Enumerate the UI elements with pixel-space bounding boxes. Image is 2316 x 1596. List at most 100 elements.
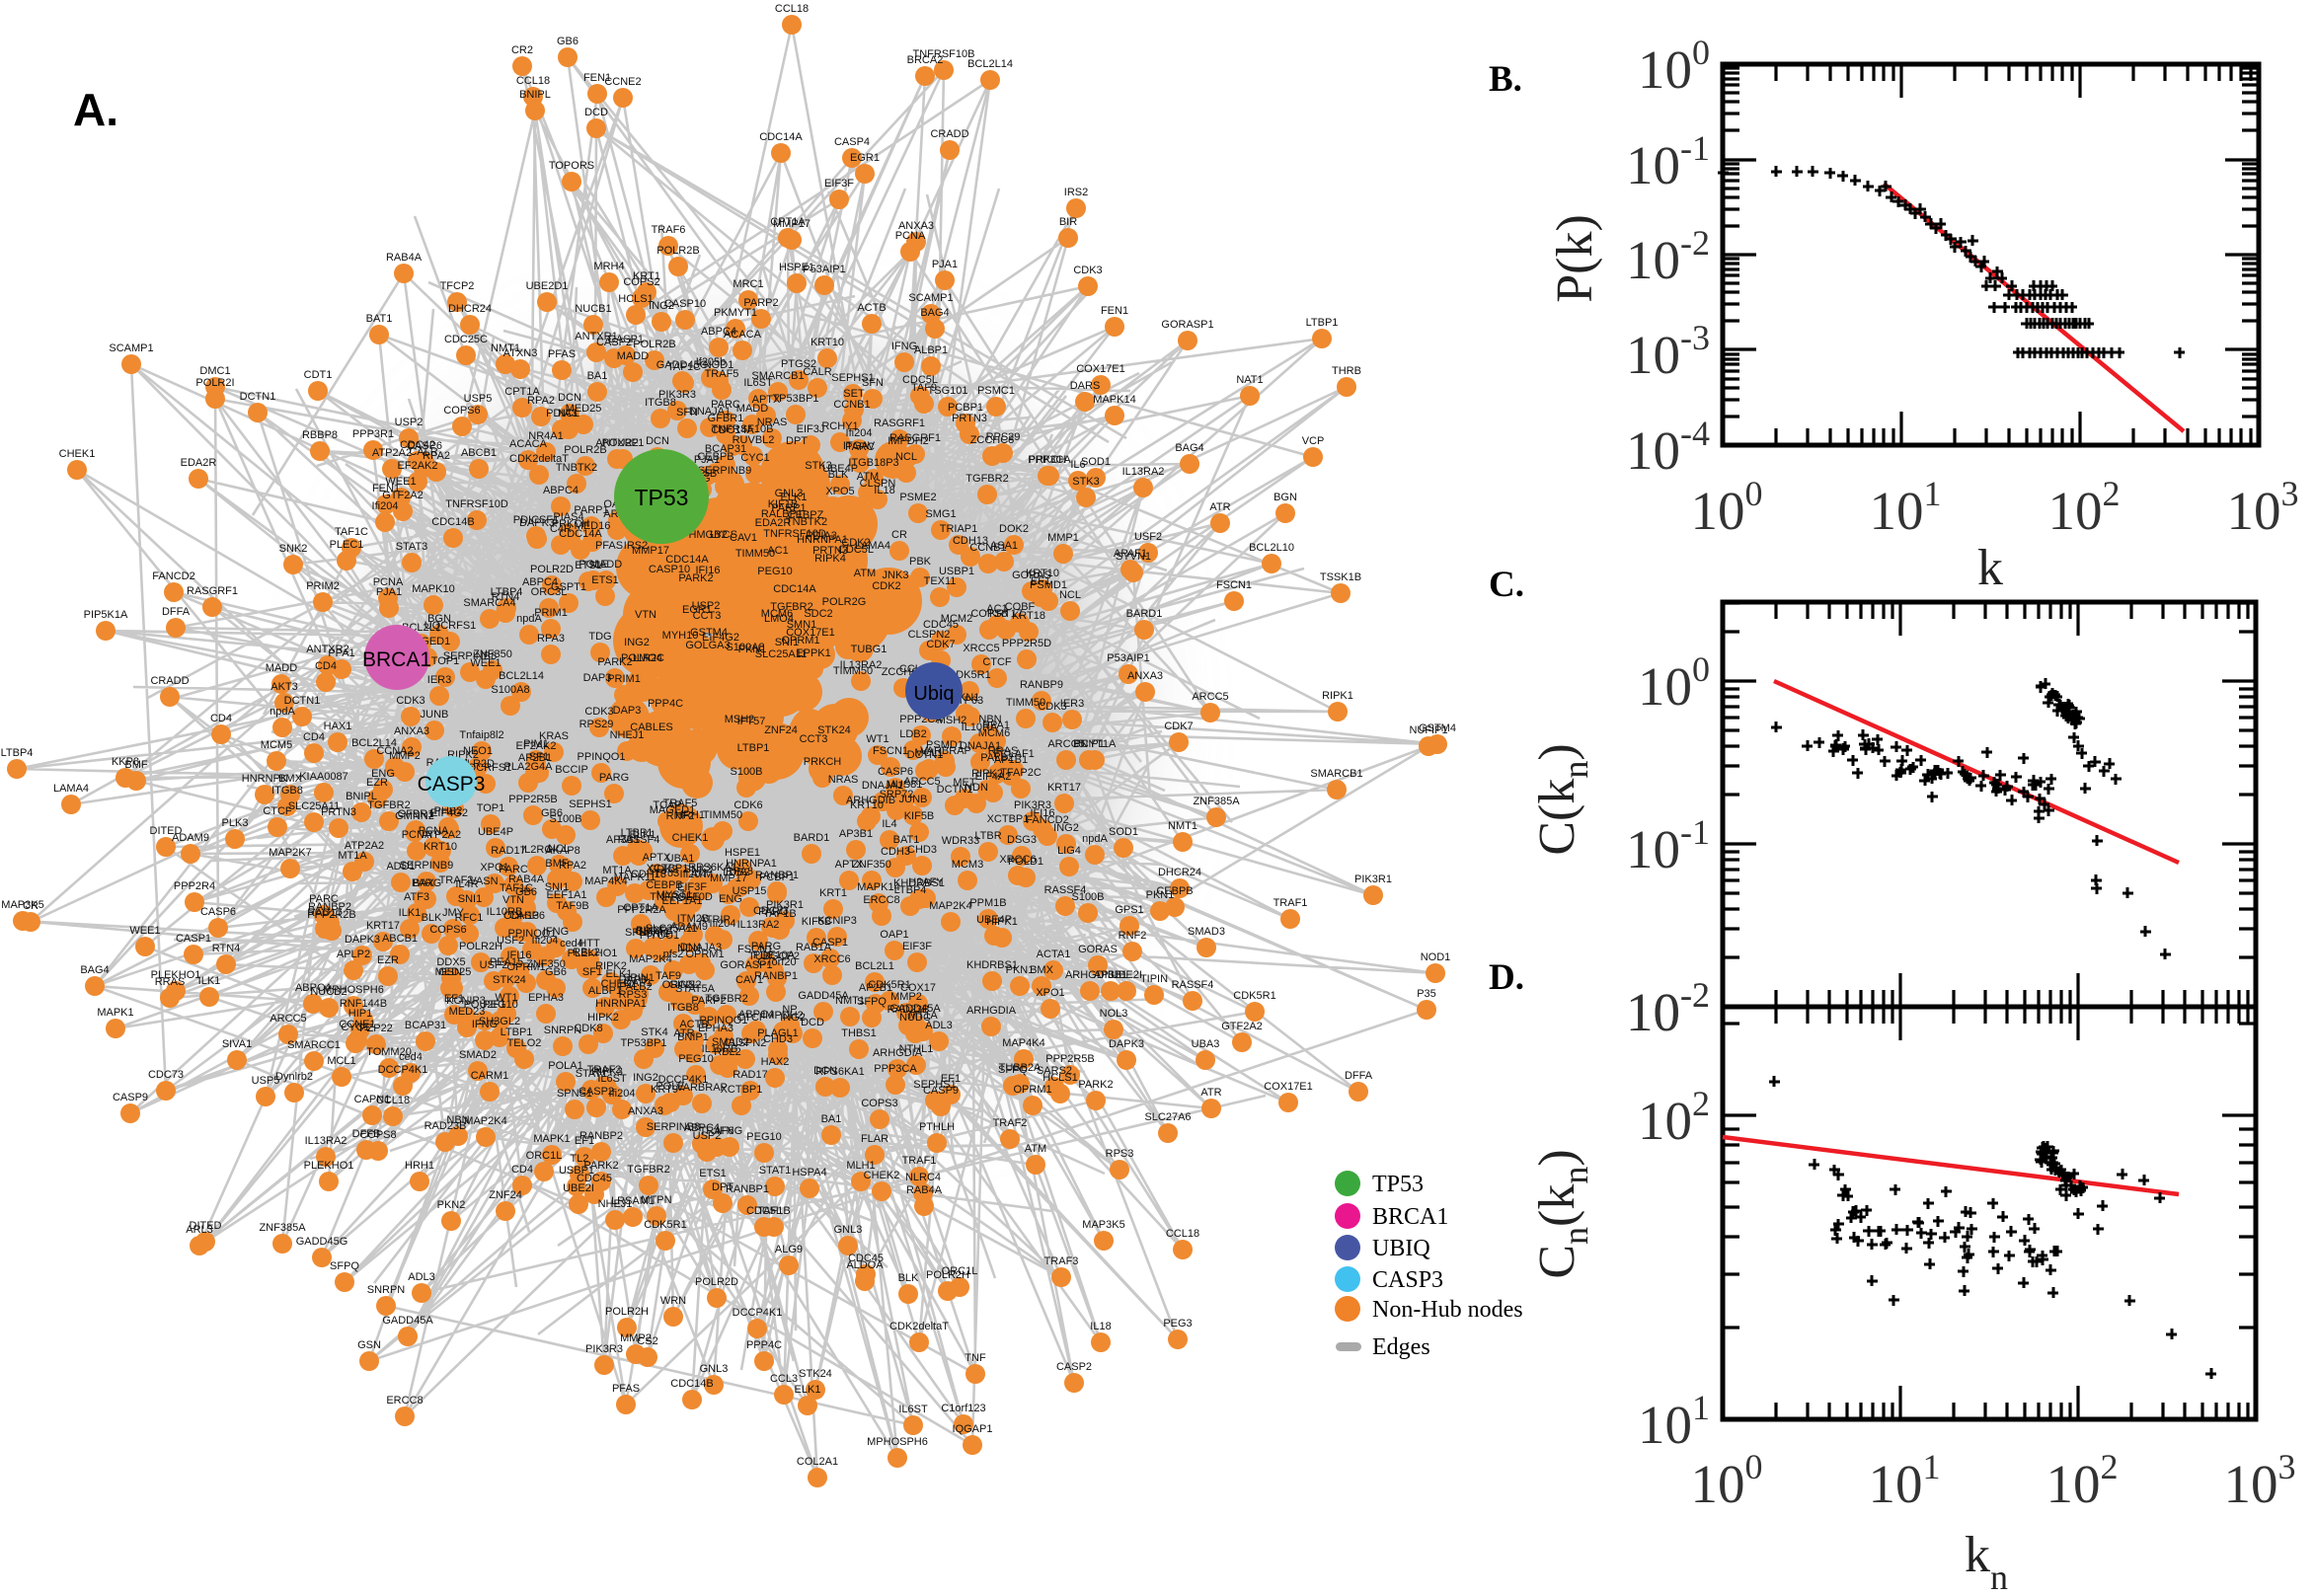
svg-text:SNK2: SNK2 [279, 543, 308, 555]
svg-text:npdA: npdA [516, 613, 542, 625]
svg-text:GSTM4: GSTM4 [1419, 722, 1456, 734]
svg-text:NAT1: NAT1 [1236, 374, 1263, 386]
svg-text:PCNA: PCNA [402, 829, 432, 841]
svg-text:STK24: STK24 [799, 1368, 832, 1380]
svg-text:IFNG: IFNG [891, 341, 917, 352]
svg-text:MAP2K4: MAP2K4 [929, 900, 971, 912]
svg-text:IFI16: IFI16 [695, 565, 720, 576]
svg-text:TRAF6: TRAF6 [700, 1125, 734, 1137]
svg-text:KHDRBS1: KHDRBS1 [966, 959, 1018, 971]
svg-text:COX17: COX17 [900, 982, 936, 994]
svg-text:MCM5: MCM5 [261, 739, 292, 751]
svg-text:GNL3: GNL3 [700, 1363, 729, 1375]
svg-text:LTBP4: LTBP4 [1, 747, 34, 759]
svg-text:SERPINB8: SERPINB8 [647, 1121, 700, 1133]
svg-text:ATP2A2: ATP2A2 [422, 829, 461, 841]
svg-text:Tnfaip8l2: Tnfaip8l2 [459, 729, 503, 741]
svg-text:SNI1: SNI1 [646, 928, 669, 940]
svg-text:MAP2K4: MAP2K4 [629, 953, 671, 965]
svg-text:ZNF350: ZNF350 [526, 958, 566, 970]
svg-text:ABPC4: ABPC4 [295, 982, 331, 994]
svg-text:MAP4K4: MAP4K4 [1002, 1037, 1044, 1049]
svg-text:DCTN1: DCTN1 [240, 391, 276, 403]
svg-text:CTCF: CTCF [736, 1012, 766, 1024]
svg-text:HCLS1: HCLS1 [1042, 1072, 1077, 1084]
svg-text:COPS8: COPS8 [359, 1129, 396, 1141]
svg-text:STK3: STK3 [1072, 476, 1100, 488]
svg-text:NMT1: NMT1 [491, 342, 520, 354]
svg-text:SARS2: SARS2 [1037, 1065, 1072, 1077]
svg-text:RNF2: RNF2 [666, 810, 695, 822]
svg-text:BRCA2: BRCA2 [907, 54, 944, 66]
svg-text:CHEK1: CHEK1 [672, 832, 709, 844]
svg-text:TGFBR2: TGFBR2 [965, 473, 1008, 485]
svg-text:BLK: BLK [828, 469, 849, 481]
svg-text:ING2: ING2 [624, 637, 650, 648]
svg-text:C7orf20: C7orf20 [757, 956, 796, 968]
svg-text:MAP3K5: MAP3K5 [1082, 1219, 1124, 1231]
svg-text:IL18: IL18 [874, 485, 894, 496]
svg-text:RPA2: RPA2 [423, 450, 450, 462]
svg-text:HAX2: HAX2 [761, 1056, 790, 1068]
svg-text:AC1: AC1 [767, 545, 788, 557]
svg-text:HNRNPA1: HNRNPA1 [595, 998, 647, 1010]
svg-text:PFAS: PFAS [595, 540, 623, 552]
svg-text:STK24: STK24 [817, 724, 851, 736]
svg-text:USP2: USP2 [692, 600, 721, 612]
svg-text:MRC1: MRC1 [733, 278, 763, 290]
svg-text:ABCB1: ABCB1 [461, 447, 497, 459]
svg-text:TGFBR2: TGFBR2 [627, 1164, 669, 1176]
svg-text:PFAS: PFAS [612, 1383, 640, 1395]
svg-text:CASP1: CASP1 [812, 937, 848, 949]
svg-text:SNK2: SNK2 [684, 864, 713, 875]
svg-text:CHD3: CHD3 [907, 844, 937, 856]
svg-text:KIF1B: KIF1B [768, 498, 799, 510]
svg-text:ced4: ced4 [560, 938, 583, 950]
svg-text:SF1: SF1 [529, 751, 549, 763]
svg-text:BLK: BLK [422, 912, 442, 924]
svg-text:SFPQ: SFPQ [857, 996, 887, 1008]
svg-text:MPHOSPH6: MPHOSPH6 [323, 984, 384, 996]
svg-text:PKN1: PKN1 [1146, 889, 1175, 901]
svg-text:ATM: ATM [691, 869, 713, 880]
svg-text:TAF9: TAF9 [911, 382, 937, 394]
svg-text:UBE4P: UBE4P [478, 826, 513, 838]
svg-text:PARK2: PARK2 [678, 572, 713, 584]
svg-text:COL2A1: COL2A1 [797, 1456, 838, 1468]
svg-text:S100B: S100B [730, 766, 762, 778]
svg-text:DFFA: DFFA [162, 606, 191, 618]
svg-text:NDN: NDN [677, 943, 701, 954]
svg-text:PDIA3: PDIA3 [806, 530, 837, 542]
svg-text:TOPORS: TOPORS [549, 160, 594, 172]
svg-text:GSN: GSN [438, 966, 462, 978]
svg-text:NCL: NCL [895, 451, 917, 463]
svg-text:PBK: PBK [909, 556, 932, 568]
svg-text:XCTBP1: XCTBP1 [647, 863, 689, 874]
svg-text:CRADD: CRADD [150, 675, 189, 687]
svg-text:HIPK1: HIPK1 [986, 916, 1018, 928]
svg-text:PHB2: PHB2 [434, 805, 463, 817]
svg-text:NRAS: NRAS [828, 774, 859, 786]
svg-text:MMP17: MMP17 [773, 218, 811, 230]
svg-text:PARK2: PARK2 [597, 656, 632, 668]
svg-text:POLR2B: POLR2B [564, 444, 606, 456]
svg-text:POLR2B: POLR2B [656, 245, 699, 257]
svg-text:HNRNPA1: HNRNPA1 [797, 534, 848, 546]
svg-text:RPA3: RPA3 [726, 866, 753, 877]
svg-text:k: k [1977, 540, 2003, 596]
svg-text:RASGRF1: RASGRF1 [874, 418, 925, 429]
svg-text:PLEKHO1: PLEKHO1 [304, 1160, 354, 1172]
svg-text:MCL1: MCL1 [914, 747, 943, 759]
svg-text:CDK7: CDK7 [926, 639, 955, 650]
svg-text:ATM: ATM [857, 471, 879, 483]
svg-text:TIMM50: TIMM50 [833, 665, 873, 677]
svg-text:UBE2I: UBE2I [1111, 969, 1142, 981]
svg-text:CCNB1: CCNB1 [969, 542, 1006, 554]
svg-text:DCCP4K1: DCCP4K1 [658, 1074, 709, 1086]
svg-text:MED25: MED25 [435, 966, 472, 978]
svg-text:CCT3: CCT3 [693, 610, 722, 622]
svg-text:IL4: IL4 [882, 818, 896, 830]
svg-text:IL13RA2: IL13RA2 [305, 1135, 347, 1147]
svg-text:DCTN1: DCTN1 [937, 784, 973, 796]
svg-text:RCHY1: RCHY1 [821, 420, 858, 432]
